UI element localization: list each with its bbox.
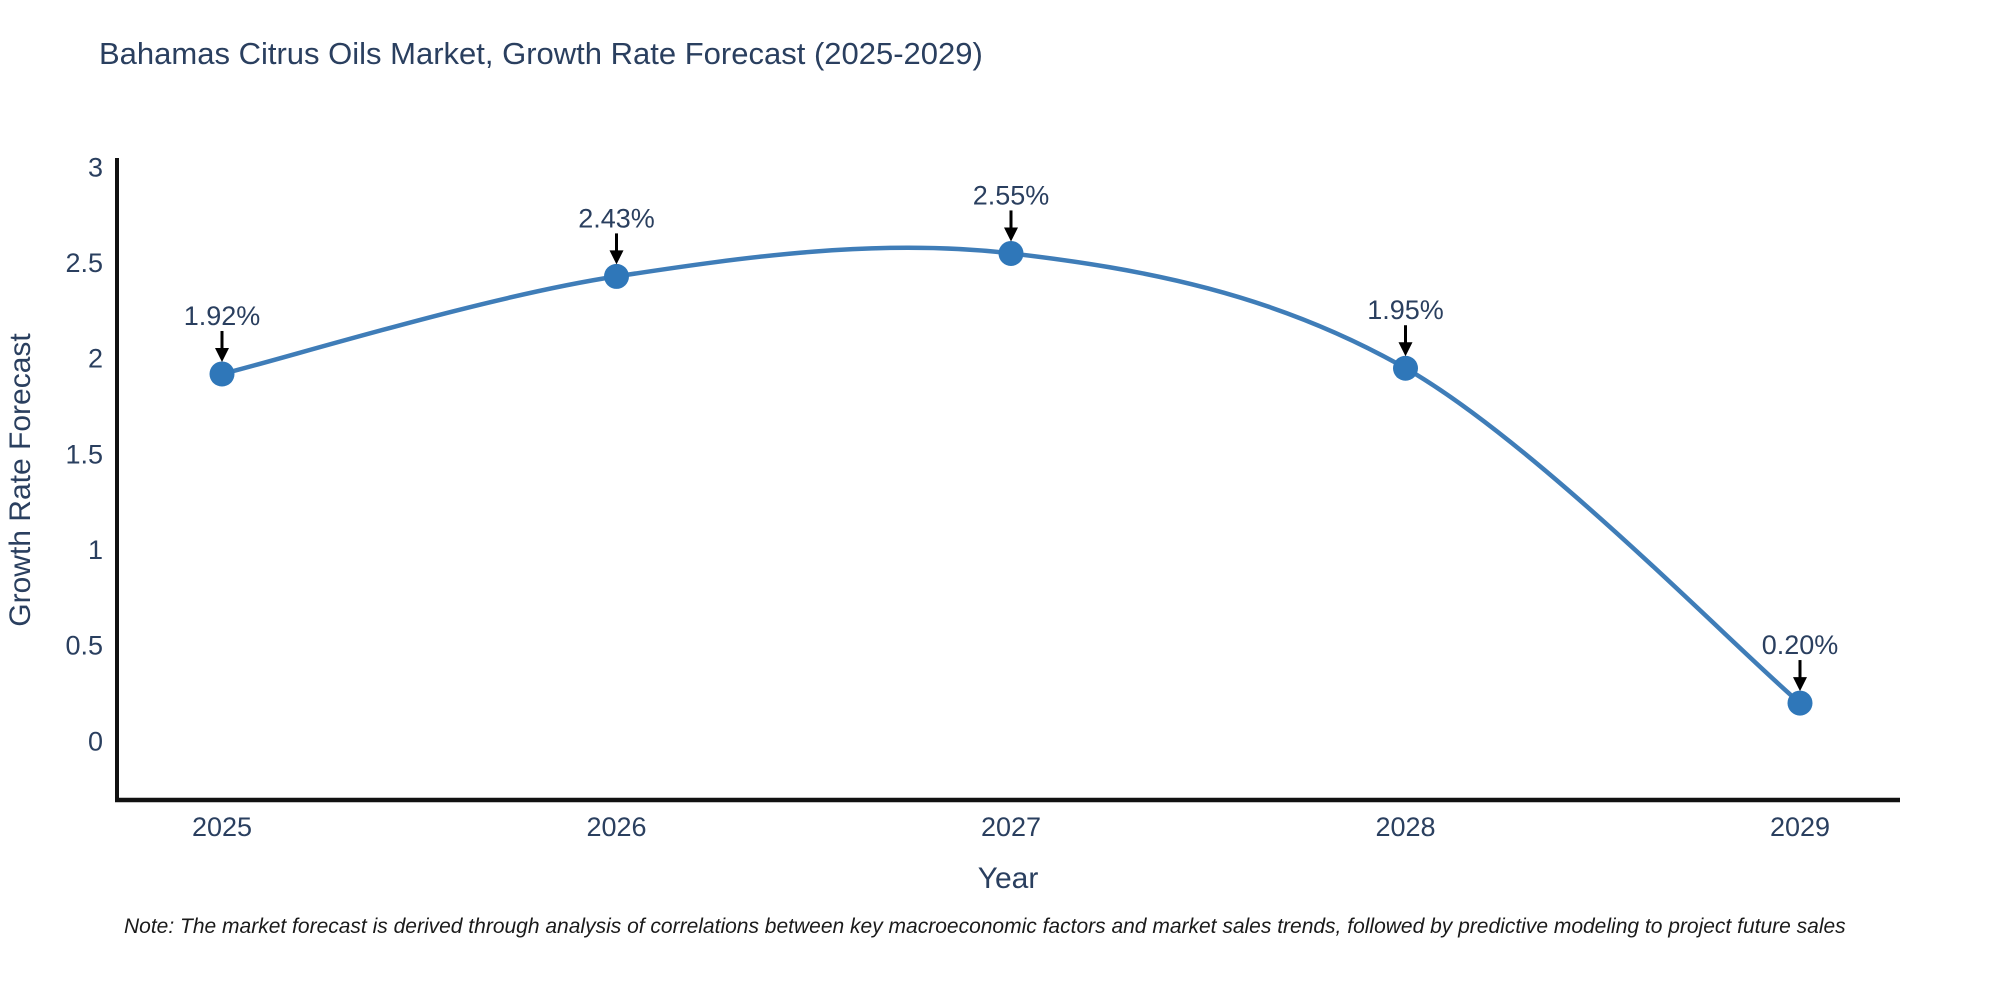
x-tick-label: 2026 [586, 812, 646, 842]
y-tick-label: 1.5 [65, 439, 103, 469]
point-annotation-label: 0.20% [1762, 630, 1839, 660]
chart-title: Bahamas Citrus Oils Market, Growth Rate … [99, 36, 983, 71]
y-axis-title: Growth Rate Forecast [4, 333, 37, 627]
x-axis-title: Year [978, 862, 1039, 895]
y-tick-label: 1 [88, 535, 103, 565]
y-tick-label: 2.5 [65, 248, 103, 278]
data-point-marker [1787, 690, 1813, 716]
annotation-arrowhead [215, 347, 229, 362]
forecast-line [219, 245, 1803, 706]
data-point-marker [209, 361, 235, 387]
x-tick-label: 2025 [192, 812, 252, 842]
point-annotation-label: 1.92% [184, 301, 261, 331]
annotation-arrowhead [1398, 342, 1413, 357]
data-point-marker [998, 240, 1024, 266]
data-point-marker [604, 263, 629, 289]
x-tick-label: 2028 [1375, 812, 1435, 842]
point-annotation-label: 2.55% [973, 180, 1050, 210]
y-tick-label: 0.5 [65, 631, 103, 661]
x-tick-label: 2029 [1770, 812, 1830, 842]
point-annotation-label: 1.95% [1367, 295, 1444, 325]
data-point-marker [1393, 355, 1418, 381]
x-tick-label: 2027 [981, 812, 1041, 842]
annotation-arrowhead [609, 250, 624, 265]
y-tick-label: 0 [88, 726, 103, 756]
y-tick-label: 2 [88, 344, 103, 374]
point-annotation-label: 2.43% [578, 203, 655, 233]
annotation-arrowhead [1004, 227, 1018, 242]
footnote: Note: The market forecast is derived thr… [124, 915, 1846, 938]
annotation-arrowhead [1793, 677, 1807, 692]
y-tick-label: 3 [88, 152, 103, 182]
